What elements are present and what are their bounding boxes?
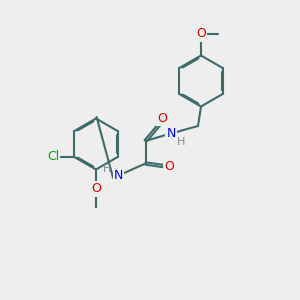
Text: O: O — [196, 27, 206, 40]
Text: O: O — [157, 112, 167, 125]
Text: O: O — [91, 182, 101, 196]
Text: H: H — [103, 164, 111, 175]
Text: Cl: Cl — [47, 150, 59, 163]
Text: O: O — [165, 160, 174, 173]
Text: N: N — [114, 169, 123, 182]
Text: N: N — [166, 127, 176, 140]
Text: H: H — [177, 137, 186, 147]
